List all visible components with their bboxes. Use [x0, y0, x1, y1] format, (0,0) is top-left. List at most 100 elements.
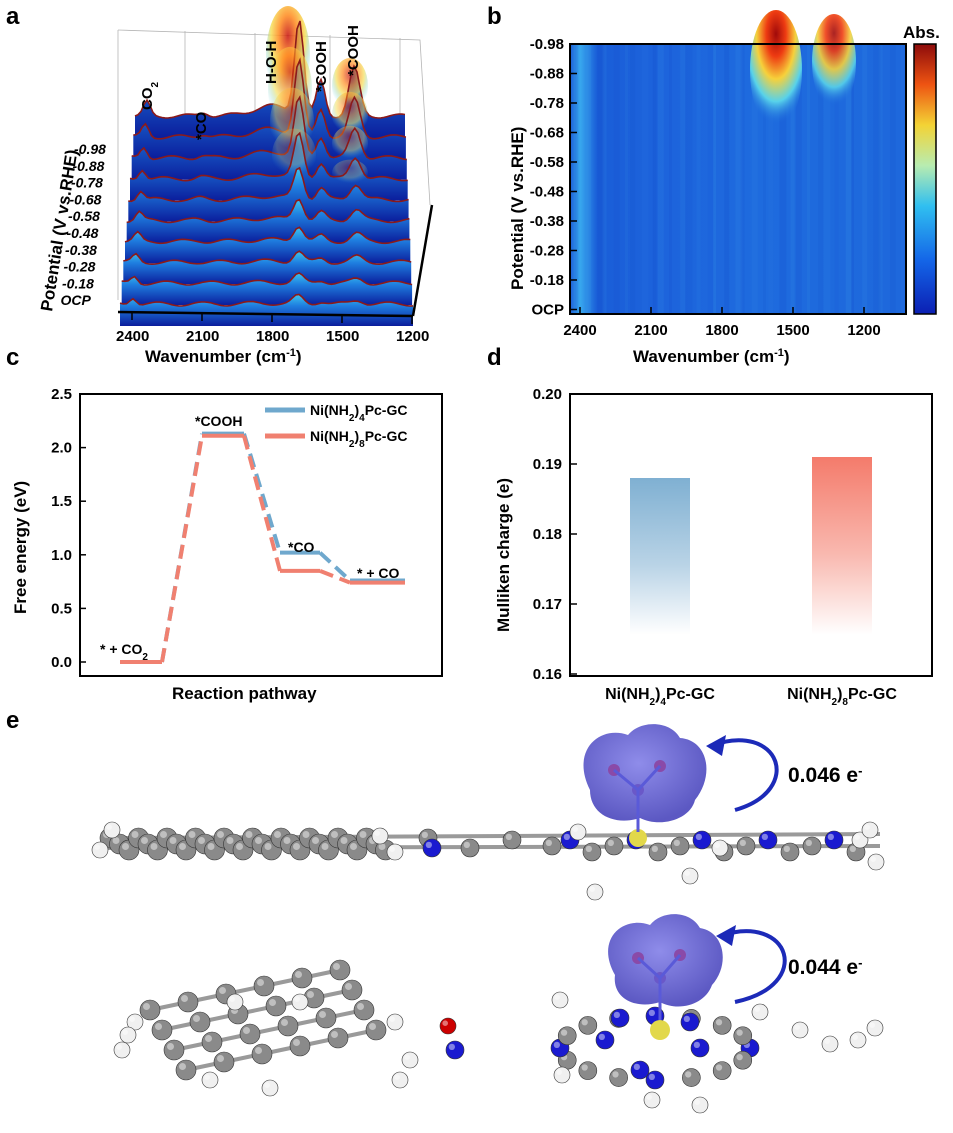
- heatmap-streak: [713, 44, 716, 314]
- heatmap-streak: [768, 44, 774, 314]
- atom-highlight: [673, 839, 680, 846]
- heatmap-streak: [685, 44, 693, 314]
- atom-highlight: [294, 996, 301, 1002]
- panel-b-y-tick-label: -0.38: [530, 213, 564, 230]
- atom: [861, 821, 879, 839]
- panel-a-potential-labels: -0.98-0.88-0.78-0.68-0.58-0.48-0.38-0.28…: [61, 141, 107, 308]
- surface-hot-peak: [272, 128, 316, 181]
- atom: [645, 1070, 665, 1090]
- heatmap-streak: [889, 44, 896, 314]
- panel-c-state-labels: * + CO2 *COOH *CO * + CO: [100, 413, 400, 663]
- atom-highlight: [612, 1071, 619, 1078]
- panel-a-potential-label: OCP: [61, 292, 92, 308]
- atom: [680, 1012, 700, 1032]
- heatmap-streak: [790, 44, 795, 314]
- atom-highlight: [736, 1029, 743, 1036]
- atom: [712, 1061, 732, 1080]
- atom-highlight: [870, 856, 876, 862]
- panel-c-y-tick-label: 0.5: [51, 600, 72, 617]
- panel-a-x-tick-label: 1800: [256, 328, 289, 345]
- panel-b-y-tick-label: -0.68: [530, 125, 564, 142]
- atom-highlight: [694, 1099, 700, 1105]
- energy-series-1: [120, 431, 405, 664]
- legend-entry: Ni(NH2)4Pc-GC: [310, 402, 407, 424]
- atom-highlight: [293, 1039, 300, 1046]
- atom-highlight: [264, 1082, 271, 1088]
- charge-cloud-bottom: [608, 914, 723, 1020]
- panel-letter-b: b: [487, 3, 502, 30]
- atom: [733, 1050, 753, 1070]
- atom-highlight: [155, 1023, 162, 1030]
- atom-highlight: [560, 1029, 568, 1036]
- atom: [692, 830, 712, 850]
- atom-highlight: [421, 831, 428, 838]
- panel-d-mulliken-bar-chart: d 0.160.170.180.190.20 Ni(NH2)4Pc-GC Ni(N…: [487, 344, 933, 708]
- panel-letter-a: a: [6, 3, 20, 30]
- atom-highlight: [607, 839, 614, 846]
- atom-highlight: [581, 1064, 588, 1071]
- panel-a-potential-label: -0.88: [73, 158, 105, 174]
- atom: [213, 1051, 235, 1073]
- heatmap-streak: [740, 44, 745, 314]
- atom-highlight: [198, 837, 205, 844]
- annotation-cooh-2: *COOH: [345, 25, 362, 76]
- atom: [253, 975, 275, 997]
- atom: [712, 1016, 732, 1035]
- annotation-hoh: H-O-H: [263, 41, 280, 84]
- atom-highlight: [369, 1023, 376, 1030]
- panel-b-x-tick-label: 1200: [847, 322, 880, 339]
- atom-highlight: [245, 831, 253, 838]
- atom-highlight: [169, 837, 177, 844]
- heatmap-streak: [680, 44, 686, 314]
- atom-highlight: [736, 1053, 743, 1061]
- atom: [91, 841, 109, 859]
- heatmap-streak: [795, 44, 802, 314]
- atom: [780, 842, 800, 862]
- nickel-atom: [629, 829, 647, 847]
- atom: [163, 1039, 185, 1061]
- heatmap-streak: [696, 44, 701, 314]
- heatmap-streak: [625, 44, 628, 314]
- heatmap-streak: [597, 44, 605, 314]
- atom-highlight: [684, 870, 690, 876]
- atom-highlight: [553, 1041, 560, 1048]
- atom-highlight: [226, 837, 234, 844]
- atom: [289, 1035, 311, 1057]
- panel-a-potential-label: -0.98: [74, 141, 106, 157]
- atom: [329, 959, 351, 981]
- surface-hot-peak: [332, 159, 368, 186]
- panel-b-x-ticks: 2400 2100 1800 1500 1200: [563, 307, 881, 339]
- atom-highlight: [646, 1094, 652, 1100]
- atom: [609, 1068, 628, 1087]
- atom: [327, 1027, 349, 1049]
- panel-b-heatmap: [569, 10, 907, 315]
- atom-highlight: [852, 1034, 858, 1040]
- panel-d-y-tick-label: 0.18: [533, 526, 562, 543]
- panel-b-x-tick-label: 1500: [776, 322, 809, 339]
- atom-highlight: [106, 824, 112, 830]
- panel-a-annotations: CO2 *CO H-O-H *COOH *COOH: [139, 25, 362, 140]
- heatmap-streak: [735, 44, 743, 314]
- annotation-co: *CO: [193, 111, 210, 140]
- heatmap-streak: [669, 44, 672, 314]
- mulliken-bar-1: [630, 478, 690, 635]
- atom-highlight: [754, 1006, 760, 1012]
- panel-c-y-ticks: 0.0 0.5 1.0 1.5 2.0 2.5: [51, 386, 86, 671]
- atom: [460, 838, 480, 858]
- panel-c-x-axis-title: Reaction pathway: [172, 684, 317, 703]
- heatmap-streak: [862, 44, 868, 314]
- heatmap-streak: [873, 44, 881, 314]
- colorbar-label: Abs.: [903, 23, 940, 42]
- atom-highlight: [129, 1016, 135, 1022]
- heatmap-streak: [823, 44, 831, 314]
- heatmap-streak: [878, 44, 883, 314]
- panel-d-x-ticks: Ni(NH2)4Pc-GC Ni(NH2)8Pc-GC: [605, 686, 897, 708]
- atom: [670, 836, 690, 856]
- panel-d-y-ticks: 0.16 0.17 0.18 0.19 0.20: [533, 386, 577, 683]
- heatmap-hot-spot-1380: [812, 14, 856, 110]
- atom: [445, 1040, 465, 1060]
- panel-c-legend: Ni(NH2)4Pc-GC Ni(NH2)8Pc-GC: [265, 402, 407, 450]
- atom: [226, 993, 244, 1011]
- atom-highlight: [613, 1011, 620, 1018]
- atom-highlight: [585, 845, 592, 852]
